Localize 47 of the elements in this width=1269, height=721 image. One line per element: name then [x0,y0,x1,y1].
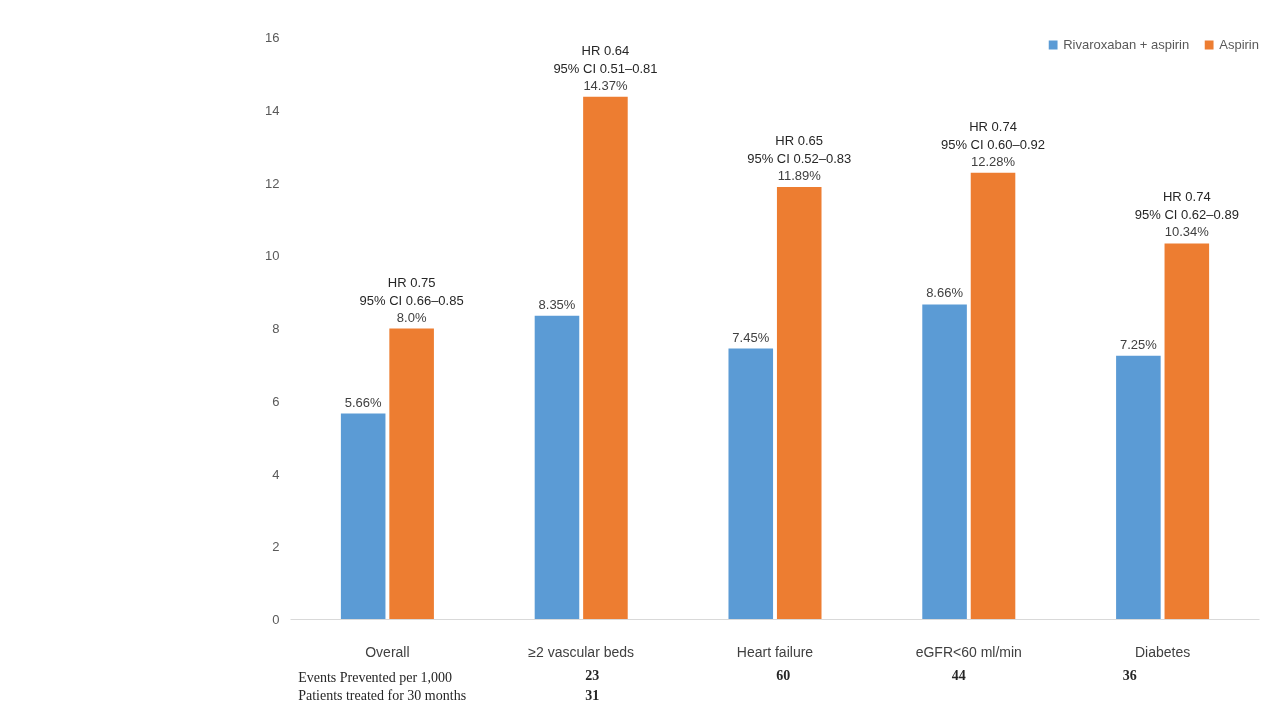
y-tick-label: 2 [272,539,280,555]
data-label: 8.66% [926,285,964,301]
data-label: 7.45% [732,329,770,345]
text: 31 [585,687,600,703]
data-label: 14.37% [583,77,628,93]
annotation: HR 0.74 95% CI 0.62–0.89 [1134,189,1239,223]
data-label: 12.28% [970,153,1016,169]
annotation: HR 0.64 95% CI 0.51–0.81 [553,42,658,76]
data-label: 11.89% [777,168,822,183]
bar [583,96,628,620]
y-tick-label: 12 [265,175,280,191]
text: 44 [951,667,966,683]
text: 23 [585,667,600,683]
data-label: 7.25% [1119,336,1158,352]
legend-label: Rivaroxaban + aspirin [1063,37,1190,52]
x-tick-label: Overall [365,643,410,660]
y-tick-label: 14 [265,102,280,118]
x-tick-label: ≥2 vascular beds [528,643,635,660]
bar [776,187,822,620]
y-tick-label: 0 [272,612,280,627]
legend-label: Aspirin [1219,37,1259,52]
bar [970,172,1016,620]
bar [534,315,580,620]
bar [728,348,774,620]
y-tick-label: 10 [265,248,280,264]
x-tick-label: Diabetes [1134,643,1191,660]
data-label: 10.34% [1164,224,1210,240]
bar [1164,243,1210,620]
y-tick-label: 6 [272,393,280,409]
bar [922,304,967,620]
x-tick-label: eGFR<60 ml/min [915,643,1022,660]
y-tick-label: 8 [272,321,280,336]
text: 60 [776,667,791,683]
y-tick-label: 16 [265,30,280,45]
data-label: 8.35% [538,296,576,312]
y-tick-label: 4 [272,466,280,482]
bar [389,328,434,620]
annotation: HR 0.74 95% CI 0.60–0.92 [940,118,1046,152]
annotation: HR 0.75 95% CI 0.66–0.85 [359,274,464,308]
x-tick-label: Heart failure [736,643,814,660]
text: Events Prevented per 1,000 Patients treated for 30 months [298,669,467,703]
data-label: 5.66% [344,394,383,410]
text: 36 [1122,667,1137,683]
bar [340,413,386,620]
bar [1116,355,1161,620]
annotation: HR 0.65 95% CI 0.52–0.83 [747,133,852,166]
data-label: 8.0% [396,309,427,325]
